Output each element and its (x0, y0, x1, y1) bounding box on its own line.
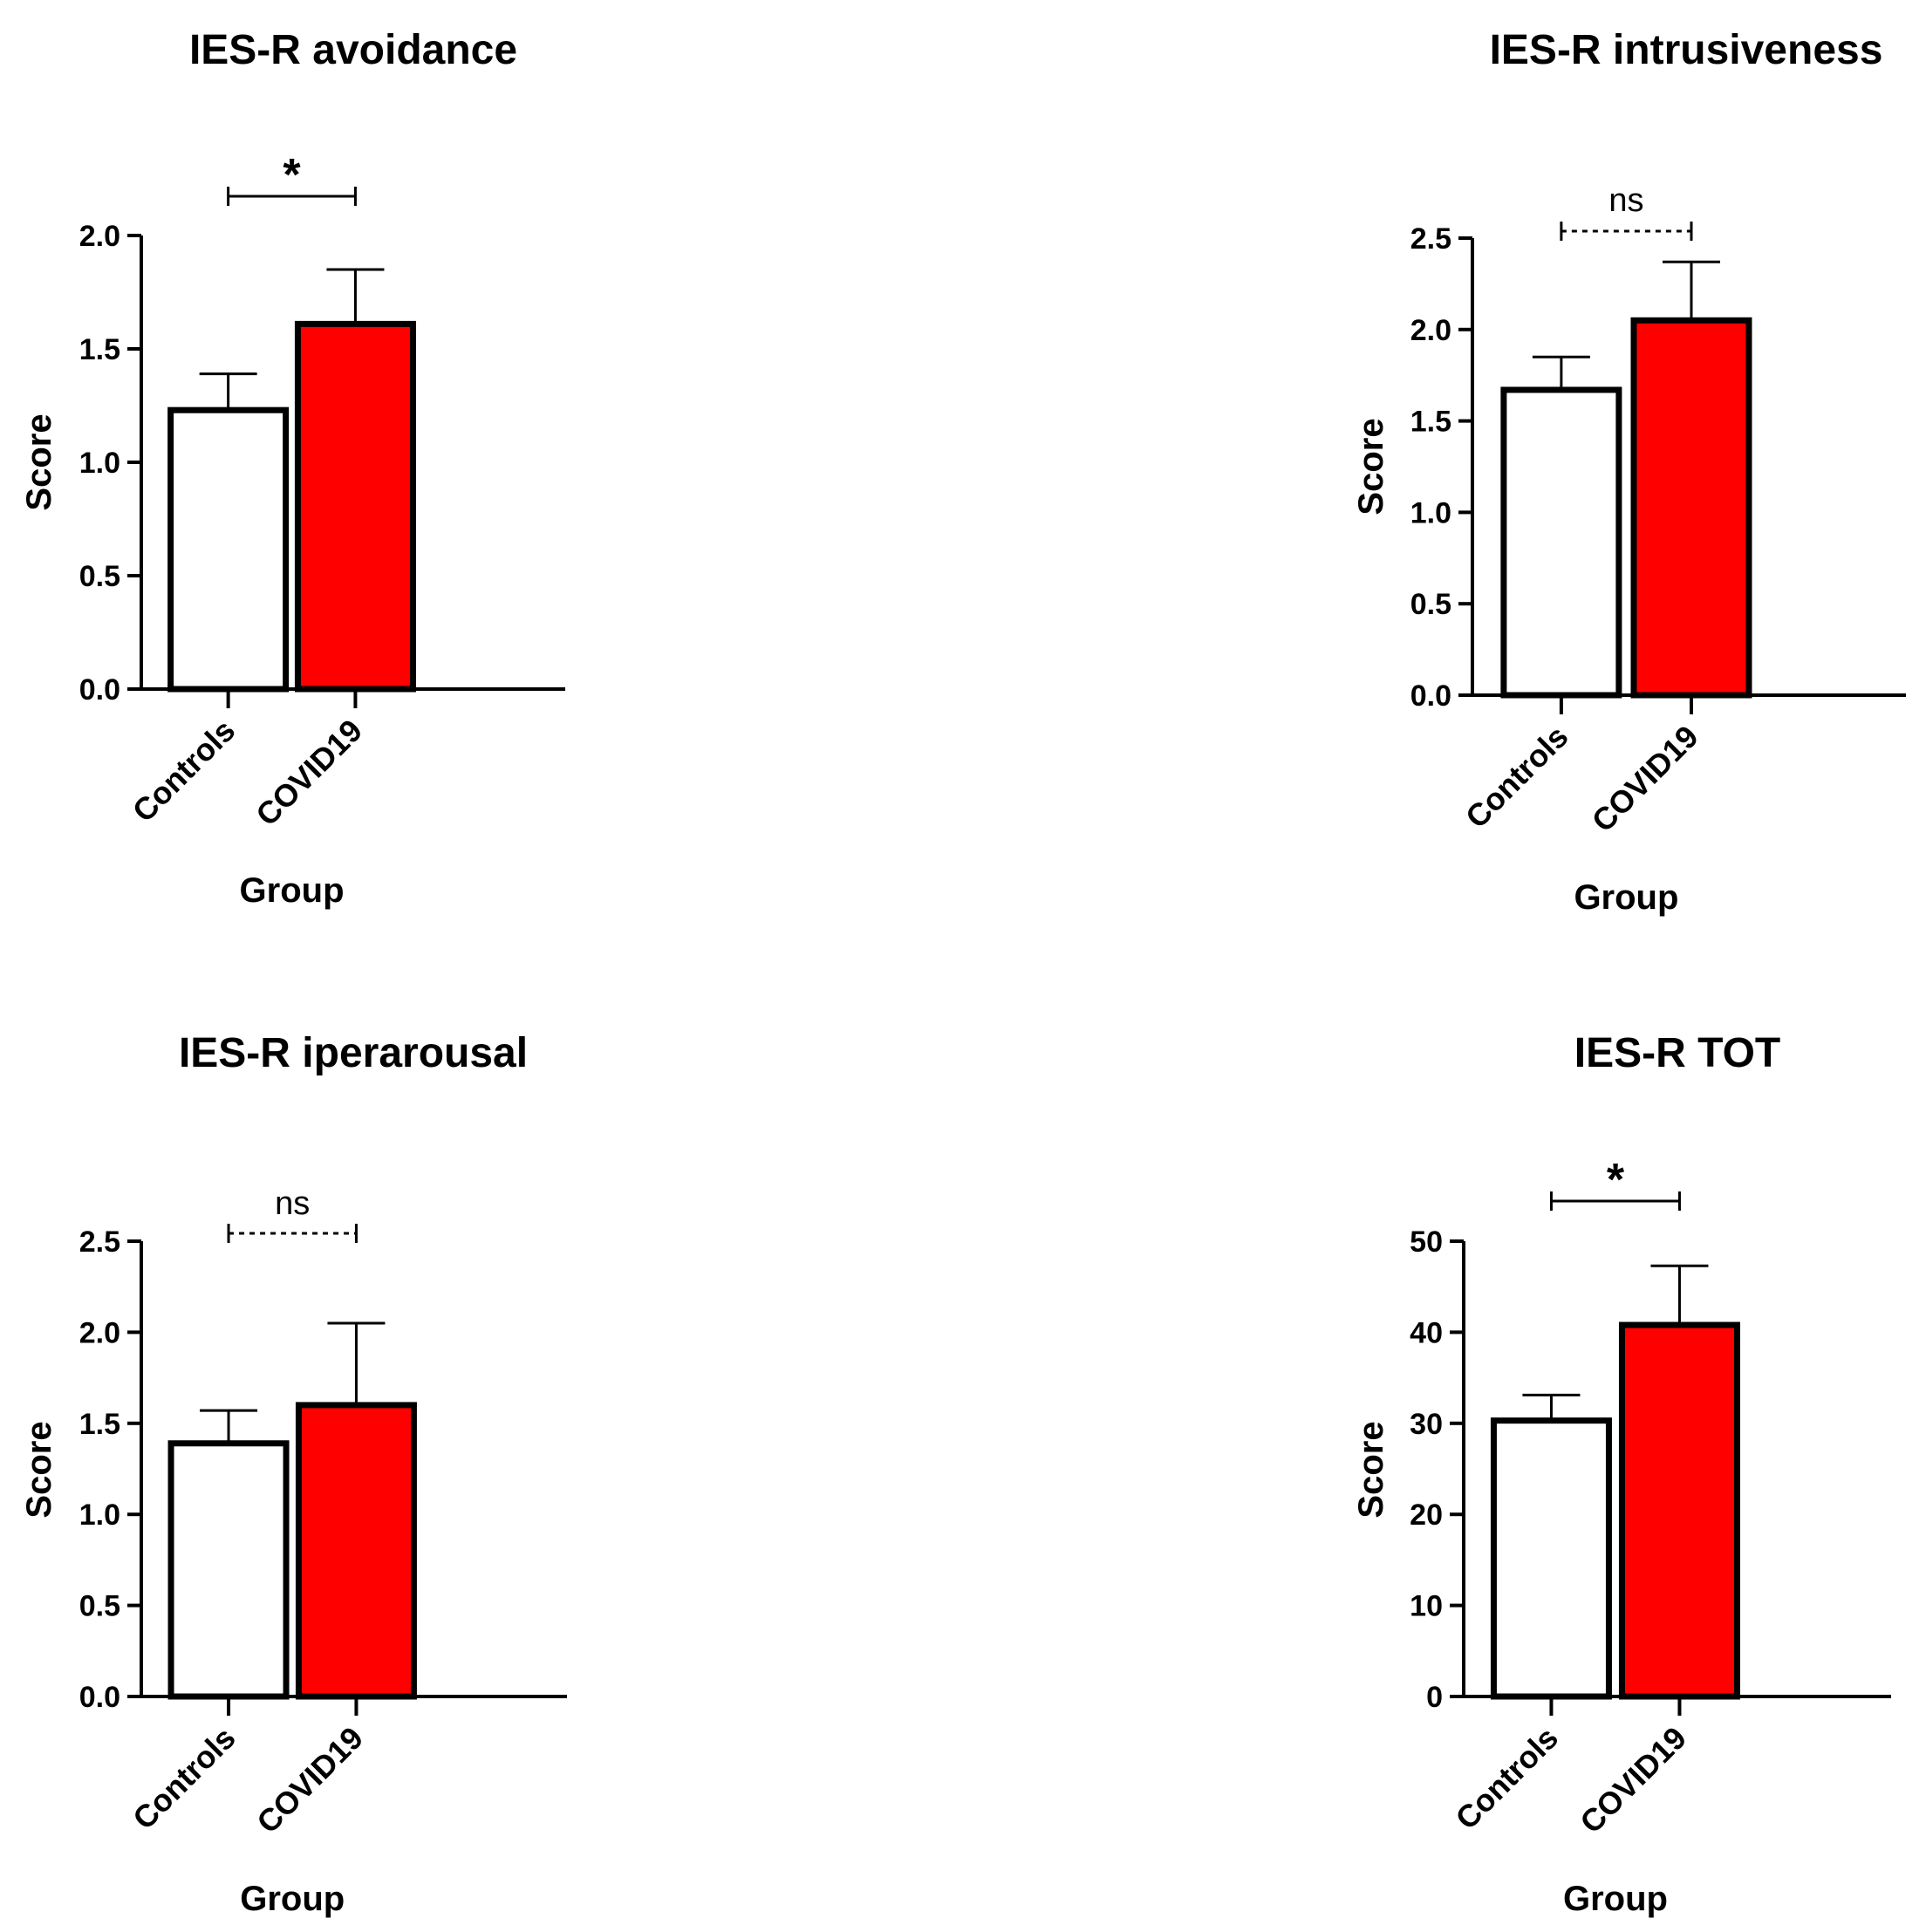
bar-covid19 (294, 320, 416, 693)
y-tick-label: 20 (1410, 1498, 1443, 1532)
chart-panel-2: IES-R intrusiveness 0.0 0.5 1.0 1.5 2.0 2.5 Sco… (1352, 27, 1906, 917)
y-tick-label: 1.0 (79, 447, 120, 480)
significance-label: ns (275, 1185, 310, 1222)
x-axis-title: Group (240, 871, 345, 910)
chart-panel-1: IES-R avoidance 0.0 0.5 1.0 1.5 2.0 Score Contr… (20, 27, 565, 910)
y-tick-label: 0.5 (79, 560, 120, 593)
significance-label: * (283, 150, 301, 201)
y-tick-label: 40 (1410, 1316, 1443, 1349)
bar-covid19 (1630, 317, 1752, 699)
x-axis-title: Group (240, 1880, 345, 1918)
bar-covid19 (1618, 1321, 1740, 1700)
y-axis-title: Score (1352, 418, 1390, 515)
x-tick-label: COVID19 (249, 1720, 370, 1840)
bar-covid19 (295, 1402, 417, 1700)
y-tick-label: 1.5 (79, 1408, 120, 1441)
x-axis-title: Group (1574, 878, 1678, 917)
x-axis-title: Group (1563, 1880, 1668, 1918)
x-tick-label: Controls (1458, 719, 1575, 836)
bar-controls (1490, 1417, 1612, 1700)
x-tick-label: Controls (1448, 1720, 1565, 1837)
significance-label: * (1607, 1155, 1625, 1205)
y-tick-label: 2.0 (79, 220, 120, 253)
chart-panel-4: IES-R TOT 0 10 20 30 40 50 Score Controls COVID19… (1352, 1030, 1891, 1918)
y-tick-label: 0.0 (1410, 679, 1451, 713)
y-tick-label: 1.5 (79, 333, 120, 366)
y-tick-label: 1.0 (1410, 496, 1451, 529)
chart-panel-3: IES-R iperarousal 0.0 0.5 1.0 1.5 2.0 2.5 Score… (20, 1030, 567, 1918)
bar-controls (167, 1440, 290, 1700)
chart-title: IES-R iperarousal (179, 1030, 528, 1076)
significance-label: ns (1608, 182, 1643, 219)
bar-controls (1500, 386, 1622, 699)
x-tick-label: Controls (126, 713, 242, 829)
y-axis-title: Score (1352, 1421, 1390, 1518)
chart-title: IES-R avoidance (189, 27, 517, 73)
y-axis-title: Score (20, 1421, 58, 1518)
x-tick-label: Controls (126, 1720, 242, 1837)
x-tick-label: COVID19 (1573, 1720, 1693, 1840)
y-tick-label: 2.5 (1410, 222, 1451, 256)
y-tick-label: 0.5 (79, 1590, 120, 1623)
y-tick-label: 0.0 (79, 1681, 120, 1714)
y-tick-label: 2.5 (79, 1225, 120, 1259)
x-tick-label: COVID19 (1585, 719, 1705, 839)
y-tick-label: 10 (1410, 1590, 1443, 1623)
chart-title: IES-R intrusiveness (1490, 27, 1883, 73)
bar-controls (167, 406, 290, 693)
y-tick-label: 30 (1410, 1408, 1443, 1441)
y-tick-label: 1.0 (79, 1498, 120, 1532)
y-tick-label: 0 (1426, 1681, 1443, 1714)
y-tick-label: 50 (1410, 1225, 1443, 1259)
x-tick-label: COVID19 (249, 713, 369, 833)
y-axis-title: Score (20, 413, 58, 510)
y-tick-label: 0.0 (79, 673, 120, 707)
chart-title: IES-R TOT (1574, 1030, 1780, 1076)
y-tick-label: 2.0 (79, 1316, 120, 1349)
y-tick-label: 0.5 (1410, 588, 1451, 621)
y-tick-label: 1.5 (1410, 406, 1451, 439)
y-tick-label: 2.0 (1410, 314, 1451, 347)
